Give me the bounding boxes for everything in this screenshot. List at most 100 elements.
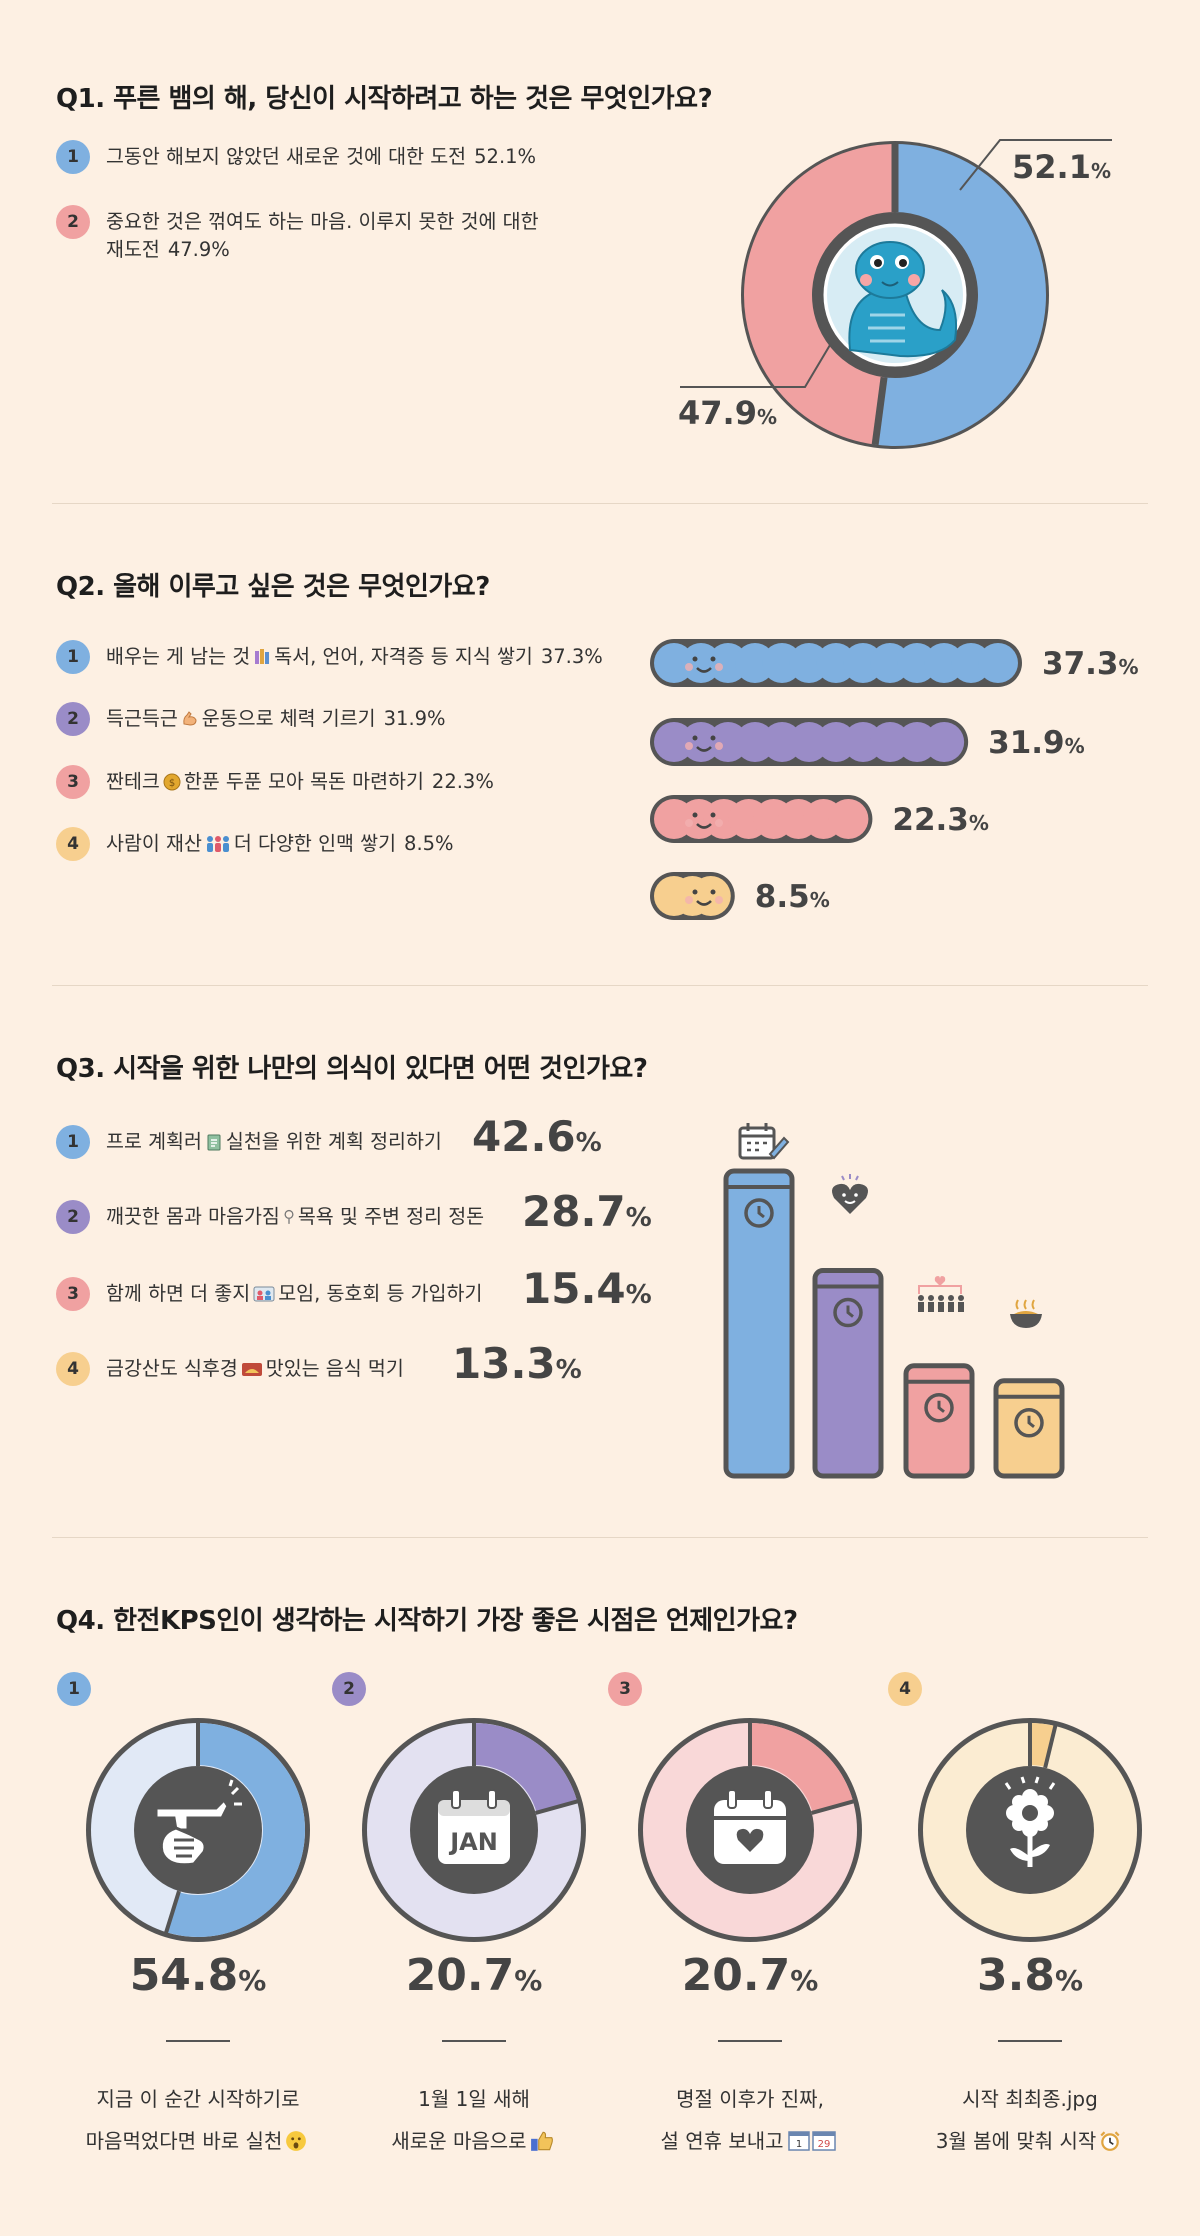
- calendar-jan-icon: JAN: [438, 1789, 510, 1864]
- option-title: 배우는 게 남는 것: [106, 645, 251, 668]
- q2-value-label: 8.5%: [755, 879, 830, 915]
- q4-number-1: 1: [57, 1672, 91, 1706]
- q4-pct-4: 3.8%: [976, 1950, 1083, 2001]
- option-number: 2: [56, 1200, 90, 1234]
- option-title: 금강산도 식후경: [106, 1357, 238, 1380]
- smile: [696, 746, 712, 752]
- svg-text:29: 29: [817, 2139, 830, 2150]
- calendar-heart-icon: [714, 1789, 786, 1864]
- clock-icon: [924, 1392, 954, 1423]
- q4-donut-charts: JAN: [86, 1718, 1142, 1942]
- option-title: 짠테크: [106, 770, 160, 793]
- option-number: 1: [56, 1125, 90, 1159]
- option-text-line2: 재도전: [106, 238, 160, 261]
- q2-value-label: 31.9%: [988, 725, 1085, 761]
- option-text: 한푼 두푼 모아 목돈 마련하기: [183, 770, 424, 793]
- q4-pct-1: 54.8%: [129, 1950, 267, 2001]
- clock-icon: [744, 1198, 774, 1228]
- option-pct: 52.1%: [474, 145, 537, 168]
- q4-dash: [442, 2040, 506, 2042]
- people-icon: [206, 836, 229, 852]
- q1-label-a: 52.1%: [1012, 148, 1111, 186]
- food-icon: [241, 1363, 262, 1376]
- caterpillar-bar: [650, 639, 1022, 687]
- q3-option-1: 1 프로 계획러 실천을 위한 계획 정리하기: [56, 1125, 442, 1159]
- eye: [710, 889, 716, 895]
- q2-option-1: 1 배우는 게 남는 것 독서, 언어, 자격증 등 지식 쌓기 37.3%: [56, 640, 603, 674]
- option-number: 4: [56, 827, 90, 861]
- calendar-pencil-icon: [738, 1123, 790, 1160]
- option-title: 깨끗한 몸과 마음가짐: [106, 1205, 280, 1228]
- column-bar: [993, 1378, 1065, 1479]
- caterpillar-bar: [650, 718, 969, 766]
- q3-column-chart: [723, 1123, 1065, 1479]
- q4-number-4: 4: [888, 1672, 922, 1706]
- option-number: 3: [56, 765, 90, 799]
- eye: [692, 735, 698, 741]
- heart-face-icon: [832, 1174, 868, 1214]
- books-icon: [255, 649, 270, 664]
- divider: [52, 1537, 1148, 1538]
- donut-slice: [749, 1723, 854, 1814]
- smile: [696, 823, 712, 829]
- eye: [692, 812, 698, 818]
- q1-option-1: 1 그동안 해보지 않았던 새로운 것에 대한 도전 52.1%: [56, 140, 536, 174]
- q3-option-4: 4 금강산도 식후경 맛있는 음식 먹기: [56, 1352, 404, 1386]
- q2-option-4: 4 사람이 재산 더 다양한 인맥 쌓기 8.5%: [56, 827, 454, 861]
- option-number: 2: [56, 702, 90, 736]
- eye: [692, 889, 698, 895]
- option-title: 득근득근: [106, 707, 178, 730]
- jan-text: JAN: [448, 1828, 498, 1856]
- q1-label-b: 47.9%: [678, 394, 777, 432]
- option-text: 모임, 동호회 등 가입하기: [278, 1282, 483, 1305]
- option-text: 실천을 위한 계획 정리하기: [225, 1130, 442, 1153]
- flower-icon: [1004, 1776, 1056, 1867]
- option-number: 1: [56, 140, 90, 174]
- people-heart-icon: [918, 1276, 964, 1312]
- q4-number-3: 3: [608, 1672, 642, 1706]
- snake-mascot-icon: [814, 214, 976, 376]
- donut-slice: [875, 144, 1046, 446]
- column-bar: [812, 1268, 884, 1479]
- q1-title: Q1. 푸른 뱀의 해, 당신이 시작하려고 하는 것은 무엇인가요?: [56, 84, 713, 114]
- option-text: 그동안 해보지 않았던 새로운 것에 대한 도전: [106, 145, 467, 168]
- svg-text:1: 1: [795, 2139, 801, 2150]
- donut-slice: [1029, 1723, 1056, 1767]
- coin-icon: $: [163, 773, 181, 791]
- q2-value-label: 22.3%: [892, 802, 989, 838]
- divider: [52, 985, 1148, 986]
- option-title: 프로 계획러: [106, 1130, 202, 1153]
- thumbs-up-icon: [530, 2131, 553, 2151]
- q4-donut: [86, 1718, 310, 1942]
- q4-desc-1: 지금 이 순간 시작하기로 마음먹었다면 바로 실천: [58, 2078, 338, 2162]
- q3-pct-1: 42.6%: [472, 1112, 602, 1161]
- donut-slice: [473, 1723, 578, 1814]
- smile: [696, 667, 712, 673]
- option-text: 중요한 것은 꺾여도 하는 마음. 이루지 못한 것에 대한: [106, 210, 539, 233]
- option-number: 2: [56, 205, 90, 239]
- muscle-icon: [183, 711, 197, 726]
- q3-pct-3: 15.4%: [522, 1264, 652, 1313]
- option-number: 1: [56, 640, 90, 674]
- q4-dash: [998, 2040, 1062, 2042]
- option-text: 목욕 및 주변 정리 정돈: [297, 1205, 485, 1228]
- donut-slice: [744, 144, 896, 445]
- leader-line-b: [680, 344, 831, 388]
- q4-desc-4: 시작 최최종.jpg 3월 봄에 맞춰 시작: [890, 2078, 1170, 2162]
- svg-text:$: $: [169, 778, 175, 789]
- eye: [710, 812, 716, 818]
- group-icon: [253, 1286, 275, 1302]
- face-icon: [286, 2131, 307, 2151]
- option-pct: 47.9%: [167, 238, 230, 261]
- q3-pct-4: 13.3%: [452, 1339, 582, 1388]
- clock-icon: [833, 1297, 863, 1328]
- option-pct: 8.5%: [404, 832, 454, 855]
- hand-gun-icon: [154, 1779, 242, 1867]
- eye: [710, 735, 716, 741]
- q3-option-2: 2 깨끗한 몸과 마음가짐 목욕 및 주변 정리 정돈: [56, 1200, 484, 1234]
- q1-donut-chart: 52.1% 47.9%: [678, 139, 1112, 449]
- donut-slice: [166, 1723, 305, 1937]
- q2-option-3: 3 짠테크 $ 한푼 두푼 모아 목돈 마련하기 22.3%: [56, 765, 494, 799]
- alarm-clock-icon: [1100, 2131, 1120, 2151]
